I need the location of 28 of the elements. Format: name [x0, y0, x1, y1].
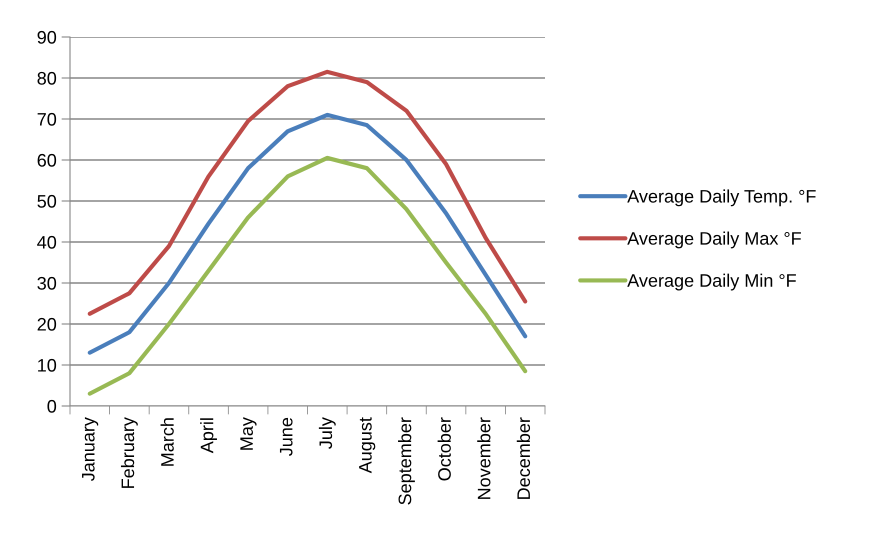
y-tick-label: 60	[38, 154, 56, 167]
x-tick-label: October	[438, 417, 451, 480]
x-tick-label: November	[477, 417, 490, 499]
x-tick-label: July	[318, 417, 336, 449]
legend-label: Average Daily Temp. °F	[627, 189, 816, 206]
x-tick-label: March	[160, 418, 174, 466]
y-tick-label: 30	[37, 276, 56, 290]
y-tick-label: 20	[38, 318, 56, 331]
x-tick-label: December	[516, 417, 530, 499]
x-tick-label: September	[398, 417, 415, 505]
y-tick-label: 80	[38, 72, 56, 85]
y-tick-label: 0	[47, 400, 56, 413]
legend-label: Average Daily Min °F	[627, 274, 796, 290]
x-tick-label: August	[359, 417, 376, 474]
y-tick-label: 50	[37, 194, 56, 208]
y-tick-label: 10	[38, 358, 56, 372]
x-tick-label: February	[120, 417, 138, 488]
x-tick-label: June	[280, 418, 293, 456]
line-series	[88, 156, 528, 396]
line-series	[88, 112, 528, 355]
line-series	[88, 70, 528, 316]
x-tick-label: April	[200, 418, 217, 454]
legend-label: Average Daily Max °F	[627, 232, 801, 248]
y-tick-label: 90	[38, 30, 56, 44]
x-tick-label: May	[240, 417, 257, 450]
y-tick-label: 70	[38, 112, 56, 126]
x-tick-label: January	[82, 417, 98, 482]
y-tick-label: 40	[37, 236, 56, 249]
